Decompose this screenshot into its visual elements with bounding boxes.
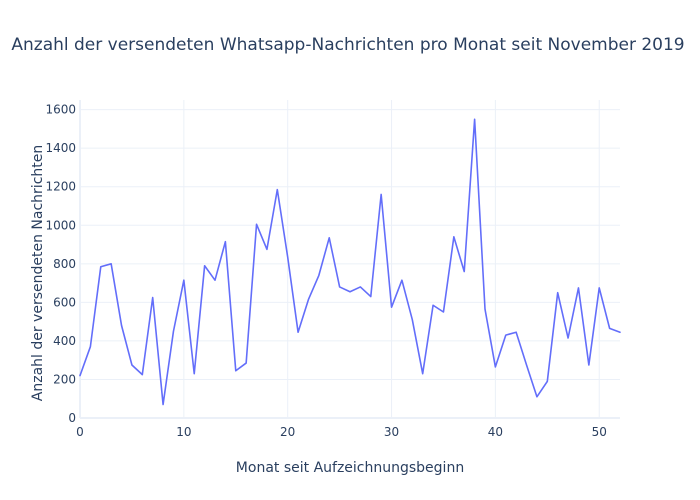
data-point[interactable]: (30, 575) (389, 304, 395, 310)
data-point[interactable]: (29, 1160) (378, 191, 384, 197)
y-tick-label: 600 (53, 295, 76, 309)
data-point[interactable]: (7, 625) (150, 295, 156, 301)
data-point[interactable]: (20, 835) (285, 254, 291, 260)
data-point[interactable]: (50, 675) (596, 285, 602, 291)
data-point[interactable]: (0, 220) (77, 373, 83, 379)
data-point[interactable]: (38, 1550) (472, 116, 478, 122)
data-point[interactable]: (22, 615) (305, 296, 311, 302)
data-point[interactable]: (6, 225) (139, 372, 145, 378)
x-tick-label: 0 (76, 425, 84, 439)
data-point[interactable]: (1, 370) (87, 344, 93, 350)
data-point[interactable]: (23, 740) (316, 272, 322, 278)
data-point[interactable]: (13, 715) (212, 277, 218, 283)
data-point[interactable]: (48, 675) (575, 285, 581, 291)
y-tick-label: 0 (68, 411, 76, 425)
data-point[interactable]: (5, 275) (129, 362, 135, 368)
x-axis-ticks: 0 10 20 30 40 50 (76, 425, 607, 439)
data-point[interactable]: (10, 715) (181, 277, 187, 283)
data-point[interactable]: (45, 190) (544, 378, 550, 384)
data-point[interactable]: (15, 245) (233, 368, 239, 374)
series-line (79, 118, 621, 406)
data-point[interactable]: (52, 445) (617, 329, 623, 335)
data-point[interactable]: (33, 230) (420, 371, 426, 377)
x-tick-label: 10 (176, 425, 191, 439)
data-point[interactable]: (49, 275) (586, 362, 592, 368)
data-point[interactable]: (11, 230) (191, 371, 197, 377)
data-point[interactable]: (4, 480) (119, 322, 125, 328)
x-tick-label: 20 (280, 425, 295, 439)
data-point[interactable]: (26, 655) (347, 289, 353, 295)
data-point[interactable]: (9, 450) (170, 328, 176, 334)
data-point[interactable]: (25, 680) (337, 284, 343, 290)
series-layer: (0, 220) (1, 370) (2, 785) (3, 800) (4, 480)… (77, 116, 623, 408)
data-point[interactable]: (35, 550) (440, 309, 446, 315)
data-point[interactable]: (36, 940) (451, 234, 457, 240)
data-point[interactable]: (31, 715) (399, 277, 405, 283)
y-tick-label: 200 (53, 372, 76, 386)
x-tick-label: 40 (488, 425, 503, 439)
data-point[interactable]: (44, 110) (534, 394, 540, 400)
data-point[interactable]: (3, 800) (108, 261, 114, 267)
y-tick-label: 800 (53, 257, 76, 271)
data-point[interactable]: (17, 1005) (254, 221, 260, 227)
data-point[interactable]: (51, 465) (607, 325, 613, 331)
data-point[interactable]: (2, 785) (98, 264, 104, 270)
grid (79, 100, 620, 419)
data-point[interactable]: (34, 585) (430, 302, 436, 308)
chart-title: Anzahl der versendeten Whatsapp-Nachrich… (11, 35, 684, 55)
data-point[interactable]: (12, 790) (202, 263, 208, 269)
y-tick-label: 1400 (45, 141, 76, 155)
data-point[interactable]: (42, 445) (513, 329, 519, 335)
data-point[interactable]: (40, 265) (492, 364, 498, 370)
y-tick-label: 1600 (45, 103, 76, 117)
data-point[interactable]: (46, 650) (555, 290, 561, 296)
y-tick-label: 400 (53, 334, 76, 348)
data-point[interactable]: (8, 70) (160, 402, 166, 408)
data-point[interactable]: (27, 680) (357, 284, 363, 290)
data-point[interactable]: (28, 630) (368, 294, 374, 300)
x-tick-label: 30 (384, 425, 399, 439)
data-point[interactable]: (39, 565) (482, 306, 488, 312)
data-point[interactable]: (16, 285) (243, 360, 249, 366)
data-point[interactable]: (24, 935) (326, 235, 332, 241)
data-point[interactable]: (41, 430) (503, 332, 509, 338)
data-point[interactable]: (47, 415) (565, 335, 571, 341)
data-point[interactable]: (32, 510) (409, 317, 415, 323)
x-axis-title: Monat seit Aufzeichnungsbeginn (236, 460, 464, 476)
data-point[interactable]: (18, 875) (264, 246, 270, 252)
data-point[interactable]: (21, 445) (295, 329, 301, 335)
y-axis-ticks: 0 200 400 600 800 1000 1200 1400 1600 (45, 103, 76, 425)
data-point[interactable]: (19, 1185) (274, 187, 280, 193)
data-point[interactable]: (14, 915) (222, 239, 228, 245)
data-point[interactable]: (37, 760) (461, 269, 467, 275)
y-axis-title: Anzahl der versendeten Nachrichten (30, 145, 46, 401)
data-point[interactable]: (43, 275) (524, 362, 530, 368)
y-tick-label: 1200 (45, 180, 76, 194)
x-tick-label: 50 (592, 425, 607, 439)
y-tick-label: 1000 (45, 218, 76, 232)
